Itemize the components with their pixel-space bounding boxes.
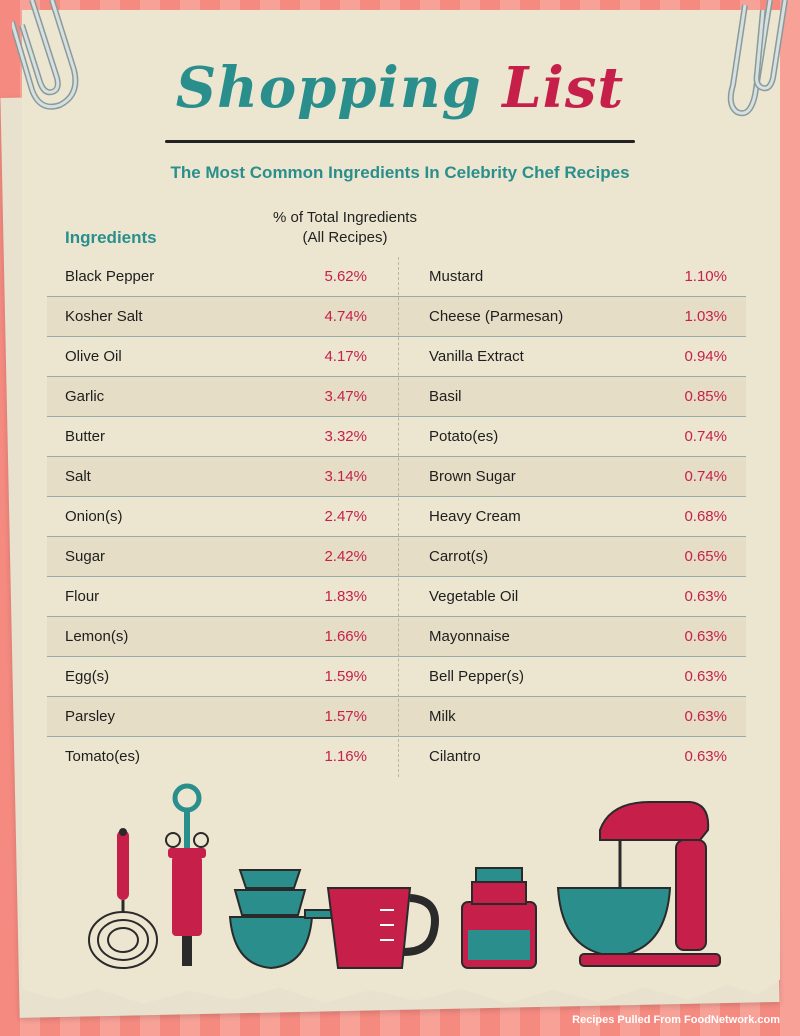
row-divider — [47, 496, 746, 497]
ingredient-percent: 1.16% — [324, 748, 367, 765]
ingredient-percent: 0.63% — [684, 588, 727, 605]
title-word-list: List — [502, 55, 625, 121]
ingredient-name: Egg(s) — [65, 668, 110, 685]
table-row: Butter 3.32% Potato(es) 0.74% — [47, 417, 746, 457]
percent-header-line1: % of Total Ingredients — [273, 209, 417, 226]
table-row: Onion(s) 2.47% Heavy Cream 0.68% — [47, 497, 746, 537]
ingredient-name: Tomato(es) — [65, 748, 141, 765]
ingredient-name: Parsley — [65, 708, 116, 725]
title-word-shopping: Shopping — [175, 55, 482, 121]
paperclip-icon — [12, 0, 79, 110]
table-row: Kosher Salt 4.74% Cheese (Parmesan) 1.03% — [47, 297, 746, 337]
ingredient-percent: 4.74% — [324, 308, 367, 325]
ingredient-name: Olive Oil — [65, 348, 122, 365]
subtitle: The Most Common Ingredients In Celebrity… — [170, 163, 630, 182]
ingredient-percent: 3.32% — [324, 428, 367, 445]
whisk-icon — [88, 828, 158, 969]
row-divider — [47, 576, 746, 577]
ingredient-name: Milk — [429, 708, 456, 725]
ingredient-name: Carrot(s) — [429, 548, 489, 565]
ingredient-percent: 3.47% — [324, 388, 367, 405]
ingredient-name: Bell Pepper(s) — [429, 668, 525, 685]
ingredient-name: Onion(s) — [65, 508, 123, 525]
row-divider — [47, 696, 746, 697]
ingredient-percent: 0.94% — [684, 348, 727, 365]
ingredient-name: Vanilla Extract — [429, 348, 524, 365]
ingredient-percent: 2.47% — [324, 508, 367, 525]
table-row: Black Pepper 5.62% Mustard 1.10% — [47, 257, 746, 297]
ingredient-percent: 0.74% — [684, 428, 727, 445]
ingredient-percent: 0.65% — [684, 548, 727, 565]
table-row: Flour 1.83% Vegetable Oil 0.63% — [47, 577, 746, 617]
ingredient-percent: 3.14% — [324, 468, 367, 485]
stand-mixer-icon — [556, 801, 721, 967]
row-divider — [47, 296, 746, 297]
row-divider — [47, 656, 746, 657]
ingredient-percent: 5.62% — [324, 268, 367, 285]
row-divider — [47, 536, 746, 537]
table-row: Salt 3.14% Brown Sugar 0.74% — [47, 457, 746, 497]
ingredient-percent: 2.42% — [324, 548, 367, 565]
table-row: Sugar 2.42% Carrot(s) 0.65% — [47, 537, 746, 577]
ingredient-name: Butter — [65, 428, 106, 445]
table-row: Lemon(s) 1.66% Mayonnaise 0.63% — [47, 617, 746, 657]
ingredient-name: Flour — [65, 588, 100, 605]
ingredient-percent: 0.63% — [684, 628, 727, 645]
ingredient-percent: 1.66% — [324, 628, 367, 645]
percent-header: % of Total Ingredients (All Recipes) — [250, 208, 440, 248]
table-row: Olive Oil 4.17% Vanilla Extract 0.94% — [47, 337, 746, 377]
ingredient-percent: 4.17% — [324, 348, 367, 365]
ingredients-header: Ingredients — [65, 228, 157, 247]
table-row: Tomato(es) 1.16% Cilantro 0.63% — [47, 737, 746, 777]
row-divider — [47, 456, 746, 457]
ingredient-name: Garlic — [65, 388, 105, 405]
ingredient-name: Vegetable Oil — [429, 588, 519, 605]
ingredient-name: Brown Sugar — [429, 468, 516, 485]
ingredient-name: Mayonnaise — [429, 628, 510, 645]
ingredient-percent: 1.83% — [324, 588, 367, 605]
source-credit: Recipes Pulled From FoodNetwork.com — [572, 1014, 780, 1026]
row-divider — [47, 616, 746, 617]
ingredient-percent: 0.63% — [684, 748, 727, 765]
table-row: Parsley 1.57% Milk 0.63% — [47, 697, 746, 737]
ingredient-name: Heavy Cream — [429, 508, 521, 525]
table-row: Garlic 3.47% Basil 0.85% — [47, 377, 746, 417]
ingredient-name: Cilantro — [429, 748, 481, 765]
ingredient-percent: 1.03% — [684, 308, 727, 325]
percent-header-line2: (All Recipes) — [302, 229, 388, 246]
ingredient-name: Salt — [65, 468, 91, 485]
ingredient-name: Basil — [429, 388, 462, 405]
measuring-cups-icon — [228, 869, 346, 970]
ingredient-percent: 0.63% — [684, 668, 727, 685]
ingredient-name: Cheese (Parmesan) — [429, 308, 564, 325]
ingredient-name: Sugar — [65, 548, 106, 565]
jar-icon — [461, 867, 537, 969]
ingredient-percent: 1.57% — [324, 708, 367, 725]
paperclip-icon — [727, 0, 788, 117]
row-divider — [47, 416, 746, 417]
ingredient-percent: 0.74% — [684, 468, 727, 485]
row-divider — [47, 736, 746, 737]
ingredient-name: Kosher Salt — [65, 308, 143, 325]
page-title: Shopping List — [0, 55, 800, 121]
ingredient-percent: 0.63% — [684, 708, 727, 725]
ingredient-percent: 0.85% — [684, 388, 727, 405]
row-divider — [47, 336, 746, 337]
ingredient-name: Lemon(s) — [65, 628, 129, 645]
ingredient-name: Black Pepper — [65, 268, 155, 285]
row-divider — [47, 376, 746, 377]
table-row: Egg(s) 1.59% Bell Pepper(s) 0.63% — [47, 657, 746, 697]
kitchen-tools-illustration — [88, 783, 721, 970]
ingredient-name: Mustard — [429, 268, 484, 285]
ingredients-table: Black Pepper 5.62% Mustard 1.10% Kosher Salt… — [47, 257, 746, 777]
column-divider — [398, 257, 399, 777]
baster-icon — [165, 783, 209, 966]
measuring-jug-icon — [326, 887, 439, 969]
ingredient-name: Potato(es) — [429, 428, 499, 445]
title-underline — [165, 140, 635, 143]
ingredient-percent: 1.59% — [324, 668, 367, 685]
ingredient-percent: 1.10% — [684, 268, 727, 285]
ingredient-percent: 0.68% — [684, 508, 727, 525]
